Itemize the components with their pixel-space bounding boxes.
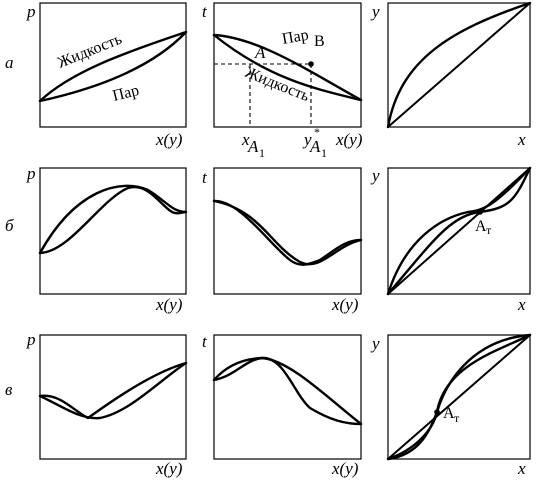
plot-frame bbox=[39, 2, 187, 128]
liquid-curve bbox=[38, 30, 188, 103]
liquid-curve bbox=[38, 361, 188, 420]
p-axis-label: p bbox=[26, 164, 36, 183]
p-axis-label: p bbox=[26, 330, 36, 349]
x-axis-label: x(y) bbox=[331, 295, 359, 314]
tick-x: x bbox=[241, 130, 250, 149]
xy-plot-c: A т y x bbox=[370, 333, 532, 478]
vapor-label: Пар bbox=[281, 27, 310, 48]
tick-y-sub2: 1 bbox=[321, 146, 327, 160]
xy-plot-b: A т y x bbox=[370, 166, 532, 314]
point-b-marker bbox=[308, 61, 314, 67]
azeotrope-label-sub: т bbox=[486, 223, 492, 237]
plot-frame bbox=[213, 2, 362, 128]
liquid-curve bbox=[212, 356, 363, 426]
p-plot-a: p Жидкость Пар x(y) bbox=[26, 2, 188, 149]
diagonal-line bbox=[387, 167, 531, 295]
plot-frame bbox=[387, 2, 531, 128]
azeotrope-label-sub: т bbox=[454, 411, 460, 425]
plot-frame bbox=[39, 334, 187, 460]
point-a-label: A bbox=[254, 43, 266, 62]
y-axis-label: y bbox=[370, 166, 380, 185]
row-label-a: а bbox=[5, 53, 14, 72]
t-axis-label: t bbox=[202, 2, 208, 21]
x-axis-label: x(y) bbox=[155, 130, 183, 149]
tick-x-sub2: 1 bbox=[259, 146, 265, 160]
tick-y-sub: A bbox=[309, 137, 321, 156]
vapor-curve bbox=[212, 199, 363, 266]
x-axis-label: x(y) bbox=[155, 459, 183, 478]
p-plot-c: p x(y) bbox=[26, 330, 188, 478]
x-axis-label: x bbox=[517, 130, 526, 149]
liquid-curve bbox=[38, 184, 188, 255]
vapor-curve bbox=[212, 33, 363, 102]
vapor-curve bbox=[38, 361, 188, 420]
diagonal-line bbox=[387, 334, 531, 460]
plot-frame bbox=[213, 334, 362, 460]
equilibrium-curve bbox=[386, 166, 532, 296]
vapor-curve bbox=[38, 30, 188, 103]
vapor-label: Пар bbox=[111, 82, 141, 105]
liquid-label: Жидкость bbox=[55, 31, 124, 72]
equilibrium-curve bbox=[386, 1, 532, 129]
y-axis-label: y bbox=[370, 334, 380, 353]
plot-frame bbox=[213, 167, 362, 295]
diagonal-line bbox=[387, 2, 531, 128]
tick-x-sub: A bbox=[247, 137, 259, 156]
x-axis-label: x(y) bbox=[155, 295, 183, 314]
t-axis-label: t bbox=[202, 168, 208, 187]
x-axis-label: x(y) bbox=[331, 459, 359, 478]
plot-frame bbox=[387, 334, 531, 460]
point-b-label: B bbox=[314, 33, 325, 50]
row-label-b: б bbox=[5, 216, 14, 235]
row-label-c: в bbox=[5, 380, 13, 399]
vapor-curve bbox=[212, 356, 363, 426]
vapor-curve bbox=[38, 185, 188, 255]
y-axis-label: y bbox=[370, 2, 380, 21]
azeotrope-point bbox=[434, 409, 440, 415]
azeotrope-point bbox=[477, 209, 483, 215]
equilibrium-curve-upper bbox=[386, 333, 532, 461]
p-axis-label: p bbox=[26, 2, 36, 21]
azeotrope-label: A bbox=[443, 405, 455, 422]
t-axis-label: t bbox=[202, 332, 208, 351]
x-axis-label: x(y) bbox=[335, 130, 363, 149]
x-axis-label: x bbox=[517, 459, 526, 478]
plot-frame bbox=[387, 167, 531, 295]
tick-y: y bbox=[302, 130, 312, 149]
xy-plot-a: y x bbox=[370, 1, 532, 149]
liquid-curve bbox=[212, 33, 363, 102]
p-plot-b: p x(y) bbox=[26, 164, 188, 314]
x-axis-label: x bbox=[517, 295, 526, 314]
t-plot-c: t x(y) bbox=[202, 332, 363, 478]
t-plot-b: t x(y) bbox=[202, 167, 363, 314]
equilibrium-curve-upper bbox=[386, 166, 532, 296]
liquid-label: Жидкость bbox=[243, 64, 312, 105]
liquid-curve bbox=[212, 199, 363, 266]
t-plot-a: t A Пар B Жидкость x A 1 y * A 1 x(y) bbox=[202, 2, 363, 160]
azeotrope-label: A bbox=[475, 218, 487, 235]
tick-y-star: * bbox=[314, 125, 320, 139]
plot-frame bbox=[39, 167, 187, 295]
